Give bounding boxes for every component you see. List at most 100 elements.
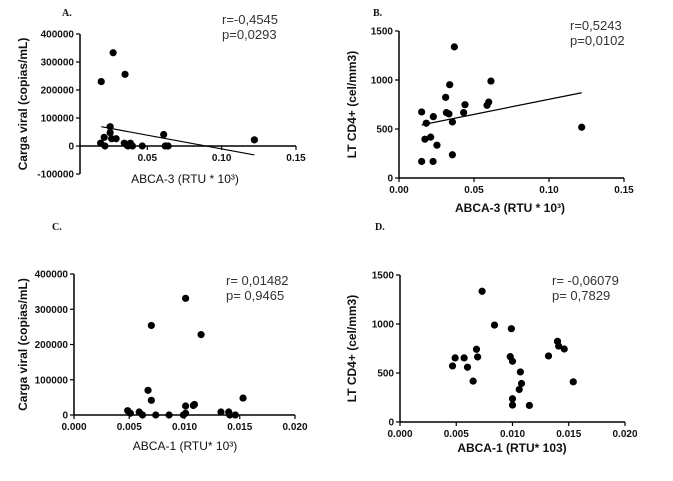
regression-line (101, 126, 255, 156)
data-point (190, 400, 199, 409)
x-tick-label: 0.010 (500, 429, 525, 440)
data-point (474, 353, 482, 361)
data-point (450, 43, 458, 51)
data-point (101, 142, 109, 150)
data-point (182, 294, 190, 302)
data-point (160, 130, 168, 139)
data-point (197, 331, 205, 339)
data-point (124, 142, 132, 150)
panel-b: 0 500 1000 1500 0.00 0.05 0.10 0.15 B. r=0,5243p=… (345, 8, 634, 215)
data-point (164, 142, 172, 150)
data-point (217, 408, 225, 416)
x-axis-label: ABCA-3 (RTU * 10³) (131, 172, 239, 186)
data-point (144, 386, 152, 394)
data-point (478, 287, 486, 295)
y-tick-label: 1500 (371, 27, 394, 38)
data-point (525, 401, 533, 410)
x-tick-label: 0.10 (212, 153, 232, 164)
x-tick-label: 0.15 (614, 185, 634, 196)
data-point (461, 101, 469, 109)
x-tick-label: 0.010 (172, 422, 197, 433)
x-tick-label: 0.020 (282, 422, 307, 433)
y-tick-label: 0 (387, 174, 393, 185)
data-point (138, 142, 146, 150)
panel-label: B. (373, 8, 383, 19)
data-point (112, 135, 120, 143)
data-point (418, 108, 426, 116)
y-tick-label: 0 (388, 418, 394, 429)
r-value: r= -0,06079 (552, 273, 619, 288)
data-point (445, 110, 453, 118)
data-point (544, 352, 553, 360)
y-tick-label: 100000 (35, 375, 69, 386)
p-value: p= 0,7829 (552, 288, 610, 303)
y-tick-label: 1500 (372, 271, 395, 282)
data-point (239, 394, 247, 402)
y-tick-label: 1000 (371, 76, 394, 87)
data-point (427, 133, 435, 141)
y-tick-label: -100000 (37, 170, 74, 181)
y-tick-label: 300000 (41, 58, 75, 69)
data-point (250, 136, 258, 144)
data-point (418, 157, 426, 166)
y-tick-label: 400000 (41, 30, 75, 41)
data-point (147, 396, 155, 404)
data-point (469, 377, 477, 385)
panel-label: C. (52, 222, 62, 233)
y-tick-label: 0 (62, 411, 68, 422)
data-point (422, 119, 430, 127)
r-value: r=0,5243 (570, 18, 622, 33)
x-tick-label: 0.000 (387, 429, 412, 440)
data-point (507, 325, 515, 333)
data-point (442, 93, 450, 101)
x-tick-label: 0.015 (227, 422, 252, 433)
data-point (485, 98, 493, 106)
y-tick-label: 500 (377, 369, 394, 380)
x-tick-label: 0.020 (612, 429, 637, 440)
data-point (429, 113, 437, 121)
data-point (121, 70, 129, 78)
y-axis-label: LT CD4+ (cel/mm3) (345, 295, 359, 402)
data-point (182, 402, 190, 410)
data-point (517, 379, 526, 388)
data-point (515, 385, 523, 394)
panel-a: -100000 0 100000 200000 300000 400000 0.05 0.10… (16, 8, 306, 186)
data-point (106, 123, 114, 131)
data-point (446, 81, 454, 89)
data-point (578, 123, 586, 131)
x-tick-label: 0.05 (464, 185, 484, 196)
panel-d: 0 500 1000 1500 0.000 0.005 0.010 0.015 0.020 D. r… (345, 222, 638, 455)
data-point (560, 345, 568, 353)
data-point (569, 378, 577, 386)
data-point (138, 411, 147, 419)
data-point (100, 133, 108, 141)
x-axis-label: ABCA-1 (RTU* 10³) (133, 439, 237, 453)
data-point (472, 345, 481, 353)
x-tick-label: 0.000 (61, 422, 86, 433)
x-tick-label: 0.005 (444, 429, 469, 440)
x-tick-label: 0.015 (556, 429, 581, 440)
data-point (165, 411, 173, 419)
x-tick-label: 0.15 (286, 153, 306, 164)
regression-line (421, 92, 582, 126)
p-value: p=0,0102 (570, 33, 625, 48)
data-point (109, 49, 117, 57)
data-point (460, 354, 468, 362)
p-value: p= 0,9465 (226, 288, 284, 303)
y-tick-label: 1000 (372, 320, 395, 331)
y-tick-label: 100000 (41, 114, 75, 125)
data-point (463, 363, 472, 371)
x-axis-label: ABCA-3 (RTU * 10³) (455, 201, 565, 215)
data-point (508, 401, 517, 409)
y-tick-label: 400000 (35, 270, 69, 281)
data-point (508, 395, 517, 403)
x-tick-label: 0.10 (539, 185, 559, 196)
y-tick-label: 300000 (35, 305, 69, 316)
data-point (421, 135, 429, 143)
data-point (126, 409, 134, 417)
data-point (448, 118, 456, 126)
p-value: p=0,0293 (222, 27, 277, 42)
data-point (448, 151, 456, 159)
data-point (147, 321, 155, 330)
